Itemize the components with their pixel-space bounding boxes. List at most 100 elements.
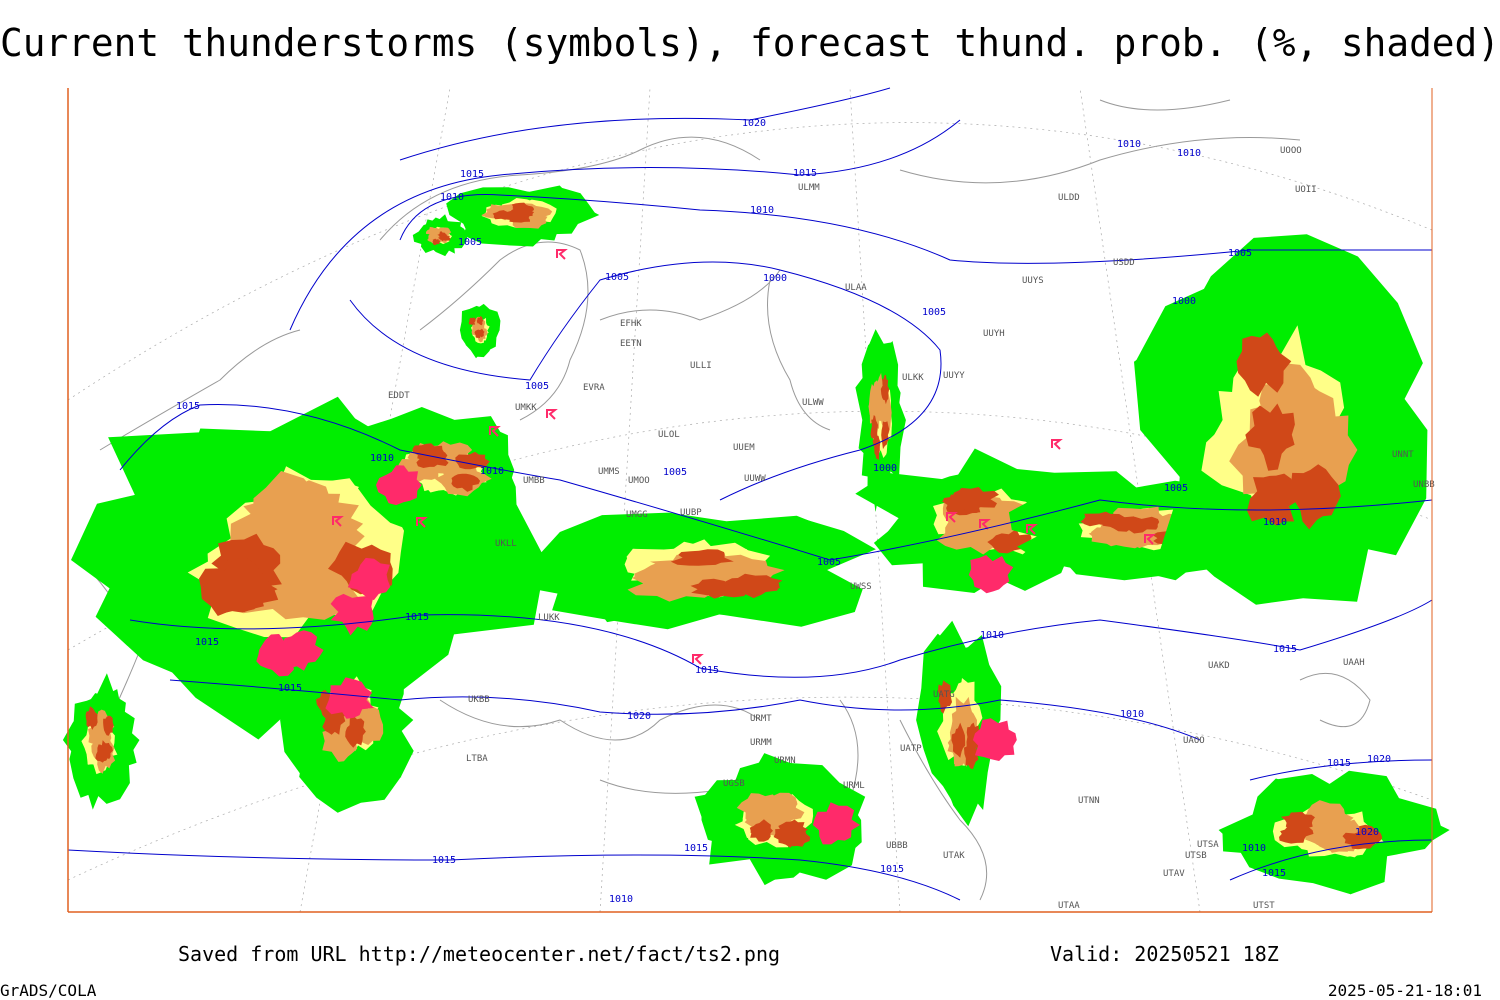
storm-shade xyxy=(1279,824,1314,844)
storm-shade xyxy=(468,317,476,325)
station-label: EDDT xyxy=(388,391,410,401)
station-label: UUEM xyxy=(733,443,755,453)
station-label: UTAK xyxy=(943,851,965,861)
thunderstorm-cluster xyxy=(330,593,374,636)
thunderstorm-symbol xyxy=(416,517,428,528)
storm-shade xyxy=(1245,403,1295,471)
isobar-label: 1005 xyxy=(817,557,841,568)
thunderstorm-cluster xyxy=(347,557,391,601)
station-label: ULAA xyxy=(845,283,867,293)
station-label: ULLI xyxy=(690,361,712,371)
isobar-label: 1010 xyxy=(480,466,504,477)
station-label: EFHK xyxy=(620,319,642,329)
storm-shade xyxy=(455,451,490,470)
software: GrADS/COLA xyxy=(0,981,97,1000)
isobar-label: 1020 xyxy=(742,118,766,129)
isobar-label: 1010 xyxy=(980,630,1004,641)
isobar-label: 1010 xyxy=(1242,843,1266,854)
source-url: Saved from URL http://meteocenter.net/fa… xyxy=(178,942,780,966)
station-label: UTSA xyxy=(1197,840,1219,850)
isobar-label: 1015 xyxy=(432,855,456,866)
station-label: ULMM xyxy=(798,183,820,193)
storm-shade xyxy=(964,739,979,770)
storm-shade xyxy=(881,421,890,450)
station-label: UKBB xyxy=(468,695,490,705)
station-label: UWSS xyxy=(850,582,872,592)
station-label: UTSB xyxy=(1185,851,1207,861)
isobar-label: 1015 xyxy=(793,168,817,179)
isobar-label: 1000 xyxy=(873,463,897,474)
thunderstorm-symbol xyxy=(1051,439,1063,450)
station-label: UOII xyxy=(1295,185,1317,195)
storm-shade xyxy=(85,706,98,730)
storm-shade xyxy=(1101,516,1140,532)
station-label: UUYY xyxy=(943,371,965,381)
storm-shade xyxy=(749,819,773,842)
storm-shade xyxy=(438,234,448,242)
isobar-label: 1015 xyxy=(460,169,484,180)
thunderstorm-symbol xyxy=(556,249,568,260)
station-label: UUYH xyxy=(983,329,1005,339)
station-label: LUKK xyxy=(538,613,560,623)
station-label: ULOL xyxy=(658,430,680,440)
storm-shade xyxy=(719,577,780,599)
isobar-label: 1005 xyxy=(605,272,629,283)
isobar-label: 1010 xyxy=(1117,139,1141,150)
isobar-label: 1015 xyxy=(405,612,429,623)
station-label: LTBA xyxy=(466,754,488,764)
station-label: UMGG xyxy=(626,510,648,520)
isobar-label: 1010 xyxy=(1177,148,1201,159)
station-label: UATG xyxy=(933,690,955,700)
station-label: ULDD xyxy=(1058,193,1080,203)
station-label: URMT xyxy=(750,714,772,724)
station-label: UMKK xyxy=(515,403,537,413)
isobar-label: 1005 xyxy=(1164,483,1188,494)
isobar-label: 1015 xyxy=(1273,644,1297,655)
isobar-label: 1015 xyxy=(695,665,719,676)
isobar-label: 1010 xyxy=(1120,709,1144,720)
thunderstorm-symbol xyxy=(979,519,991,530)
storm-shade xyxy=(492,210,517,221)
storm-shade xyxy=(1280,811,1315,829)
thunderstorm-symbol xyxy=(546,409,558,420)
storm-shade xyxy=(670,549,734,566)
storm-shade xyxy=(200,557,279,616)
station-label: UTNN xyxy=(1078,796,1100,806)
storm-shade xyxy=(870,415,878,443)
station-label: UAKD xyxy=(1208,661,1230,671)
thunderstorm-cluster xyxy=(325,677,374,719)
storm-shade xyxy=(880,374,890,405)
storm-shade xyxy=(1290,464,1341,530)
storm-shade xyxy=(736,793,787,828)
storm-shade xyxy=(778,819,809,841)
station-label: UUWW xyxy=(744,474,766,484)
thunderstorm-symbol xyxy=(1026,524,1038,535)
map: UMKK UMMS UMOO UMGG UUBP UUEM UUWW ULOL ULLI EFHK… xyxy=(62,87,1450,913)
station-label: UNBB xyxy=(1413,480,1435,490)
thunderstorm-cluster xyxy=(280,630,324,671)
station-label: UMMS xyxy=(598,467,620,477)
station-label: UNNT xyxy=(1392,450,1414,460)
station-label: EETN xyxy=(620,339,642,349)
storm-shade xyxy=(872,435,881,460)
isobar-label: 1010 xyxy=(1263,517,1287,528)
isobar-label: 1005 xyxy=(922,307,946,318)
isobar-label: 1015 xyxy=(1262,868,1286,879)
isobar-label: 1010 xyxy=(609,894,633,905)
storm-shade xyxy=(1342,828,1382,850)
station-label: URMM xyxy=(750,738,772,748)
storm-shade xyxy=(951,722,966,758)
thunderstorm-symbol xyxy=(692,654,704,665)
station-label: URMN xyxy=(774,756,796,766)
isobars xyxy=(67,87,1433,901)
thunderstorm-symbol xyxy=(489,426,501,437)
storm-shade xyxy=(100,740,113,762)
station-label: UKLL xyxy=(495,539,517,549)
station-label: UMBB xyxy=(523,476,545,486)
thunderstorm-symbol xyxy=(1144,534,1156,545)
station-label: EVRA xyxy=(583,383,605,393)
storm-shade xyxy=(1247,473,1302,526)
isobar-label: 1015 xyxy=(1327,758,1351,769)
thunderstorm-cluster xyxy=(972,718,1017,761)
